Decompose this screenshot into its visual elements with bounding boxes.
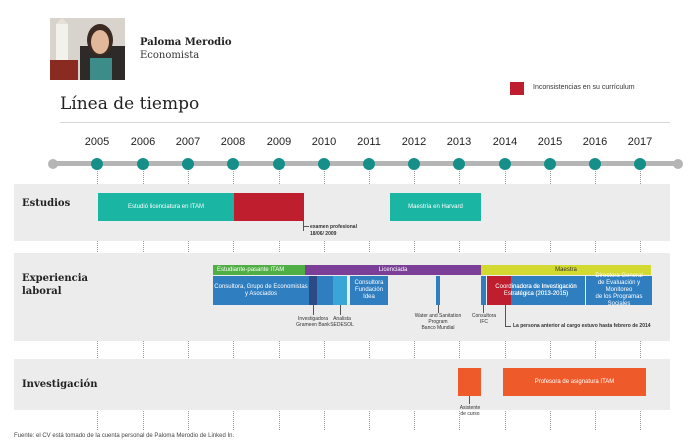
bar-fundacion-idea: Consultora Fundación Idea — [350, 276, 388, 305]
bar-directora: Directora General de Evaluación y Monito… — [586, 273, 652, 307]
marker-tick — [505, 305, 506, 327]
year-dot — [137, 158, 149, 170]
annotation-line: Consultora — [471, 313, 497, 319]
year-label: 2007 — [175, 136, 201, 148]
annotation-line: Program — [428, 319, 448, 325]
annotation-line: de curso — [460, 411, 480, 417]
annotation-line: Analista — [333, 316, 351, 322]
year-label: 2005 — [84, 136, 110, 148]
bar-ifc — [481, 276, 486, 305]
bar-consultora-grupo: Consultora, Grupo de Economistas y Asoci… — [213, 276, 309, 305]
year-label: 2010 — [311, 136, 337, 148]
person-name: Paloma Merodio — [140, 37, 232, 48]
year-label: 2006 — [130, 136, 156, 148]
year-label: 2016 — [582, 136, 608, 148]
annotation-asistente: Asistente de curso — [449, 405, 491, 417]
row-label-estudios: Estudios — [22, 198, 71, 209]
bar-inconsistencia-coordinadora — [487, 276, 511, 305]
coordinadora-label-overlay: Coordinadora de Investigación Estratégic… — [487, 276, 585, 305]
job-label: Consultora — [354, 280, 384, 286]
person-role: Economista — [140, 50, 200, 61]
bar-licenciatura: Estudió licenciatura en ITAM — [98, 193, 234, 221]
profile-photo — [50, 18, 125, 80]
annotation-water: Water and Sanitation Program Banco Mundi… — [408, 313, 468, 331]
job-label: y Asociados — [244, 290, 278, 297]
job-label: Coordinadora de Investigación — [495, 283, 577, 290]
marker-tick — [469, 396, 470, 404]
year-dot — [182, 158, 194, 170]
bar-water-sanitation — [436, 276, 440, 305]
annotation-examen: examen profesional — [310, 224, 357, 230]
year-dot — [544, 158, 556, 170]
bar-asistente — [458, 368, 481, 396]
annotation-line: Investigadora — [297, 316, 329, 322]
job-label: Estratégica (2013-2015) — [503, 290, 569, 297]
bar-inconsistencia-licenciatura — [234, 193, 304, 221]
divider — [60, 122, 670, 123]
year-dot — [634, 158, 646, 170]
year-dot — [363, 158, 375, 170]
page-title: Línea de tiempo — [60, 94, 200, 114]
job-label: Directora General — [595, 273, 643, 279]
year-label: 2014 — [492, 136, 518, 148]
year-label: 2011 — [357, 136, 381, 148]
axis-end-dot — [673, 159, 683, 169]
row-label-experiencia: Experiencia — [22, 273, 89, 284]
bar-maestria: Maestría en Harvard — [390, 193, 481, 221]
annotation-examen-date: 18/06/ 2009 — [310, 231, 337, 237]
year-label: 2017 — [627, 136, 653, 148]
annotation-line: Banco Mundial — [421, 325, 455, 331]
job-label: de Evaluación y Monitoreo — [597, 280, 641, 293]
year-dot — [318, 158, 330, 170]
year-label: 2012 — [401, 136, 427, 148]
legend-label: Inconsistencias en su currículum — [533, 84, 635, 91]
job-label: Fundación — [354, 287, 384, 293]
annotation-line: IFC — [479, 319, 489, 325]
axis-start-dot — [48, 159, 58, 169]
bar-estudiante: Estudiante-pasante ITAM — [213, 265, 305, 275]
marker-tick — [483, 305, 484, 313]
row-label-laboral: laboral — [22, 286, 62, 297]
marker-tick — [505, 326, 511, 327]
marker-tick — [340, 305, 341, 315]
job-label: Consultora, Grupo de Economistas — [214, 283, 308, 290]
year-dot — [91, 158, 103, 170]
annotation-line: SEDESOL — [330, 322, 354, 328]
bar-sedesol — [333, 276, 347, 305]
annotation-grameen: Investigadora Grameen Bank — [288, 316, 338, 328]
year-dot — [273, 158, 285, 170]
year-dot — [453, 158, 465, 170]
year-dot — [499, 158, 511, 170]
bar-profesora: Profesora de asignatura ITAM — [503, 368, 646, 396]
source-footnote: Fuente: el CV está tomado de la cuenta p… — [14, 433, 235, 439]
annotation-line: Water and Sanitation — [414, 313, 462, 319]
annotation-anterior: La persona anterior al cargo estuvo hast… — [513, 323, 651, 329]
year-label: 2008 — [220, 136, 246, 148]
year-dot — [227, 158, 239, 170]
year-dot — [408, 158, 420, 170]
year-label: 2013 — [446, 136, 472, 148]
legend-swatch — [510, 82, 524, 95]
year-label: 2015 — [537, 136, 563, 148]
year-label: 2009 — [266, 136, 292, 148]
year-dot — [589, 158, 601, 170]
job-label: Coordinadora de Investigación — [495, 283, 577, 290]
marker-tick — [438, 305, 439, 313]
annotation-sedesol: Analista SEDESOL — [322, 316, 362, 328]
annotation-line: Asistente — [459, 405, 481, 411]
job-label: Estratégica (2013-2015) — [503, 290, 569, 297]
bar-maestra: Maestra — [481, 265, 651, 275]
marker-tick — [303, 226, 309, 227]
job-label: Idea — [363, 294, 375, 300]
row-label-investigacion: Investigación — [22, 379, 98, 390]
bar-licenciada: Licenciada — [305, 265, 481, 275]
job-label: de los Programas Sociales — [595, 294, 643, 307]
marker-tick — [313, 305, 314, 315]
bar-grameen — [309, 276, 317, 305]
annotation-line: Grameen Bank — [296, 322, 330, 328]
annotation-ifc: Consultora IFC — [467, 313, 501, 325]
